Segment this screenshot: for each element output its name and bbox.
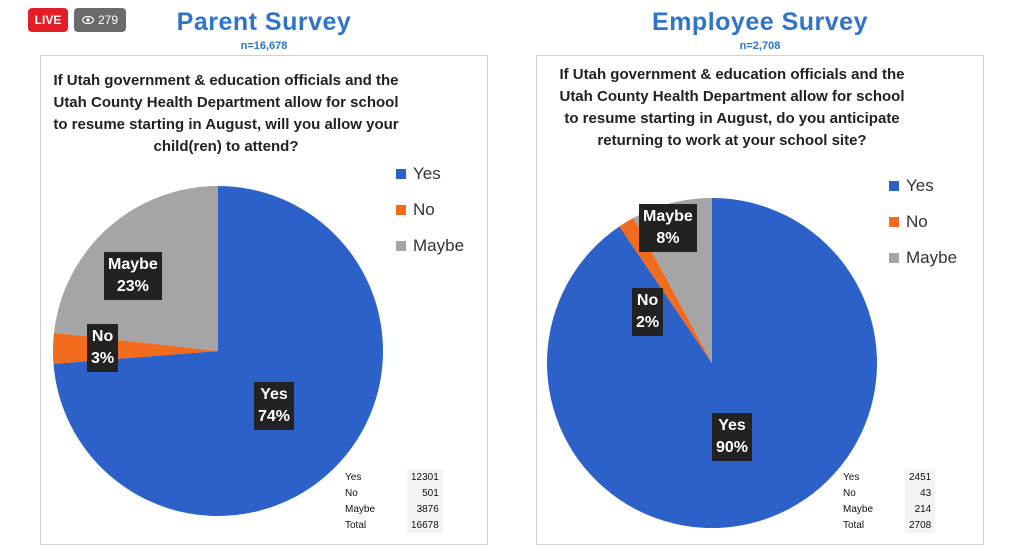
table-cell: Maybe — [345, 503, 376, 515]
slice-name: Yes — [260, 386, 288, 403]
employee-survey-n: n=2,708 — [739, 40, 781, 52]
slice-name: Maybe — [643, 208, 693, 225]
legend-label-maybe: Maybe — [413, 236, 465, 255]
pie-label-no: No 3% — [87, 324, 119, 372]
table-cell: Maybe — [843, 503, 874, 515]
pie-label-yes: Yes 90% — [712, 413, 753, 461]
table-row: Yes 2451 — [839, 469, 936, 485]
slice-percent: 23% — [116, 278, 149, 295]
employee-data-table: Yes 2451 No 43 Maybe 214 Total 2708 — [839, 469, 936, 533]
table-cell: Total — [843, 519, 865, 531]
table-cell: Total — [345, 519, 367, 531]
table-row: Maybe 214 — [839, 501, 936, 517]
table-cell: Yes — [843, 471, 860, 483]
legend-swatch-maybe — [396, 241, 406, 251]
employee-question: If Utah government & education officials… — [559, 66, 905, 149]
pie-label-yes: Yes 74% — [254, 382, 295, 430]
pie-label-maybe: Maybe 8% — [639, 204, 697, 252]
table-row: Maybe 3876 — [341, 501, 443, 517]
table-row: No 43 — [839, 485, 936, 501]
parent-question: If Utah government & education officials… — [53, 72, 399, 155]
table-cell: 43 — [905, 485, 936, 501]
legend-label-maybe: Maybe — [906, 248, 958, 267]
table-cell: 501 — [407, 485, 443, 501]
slice-percent: 90% — [716, 439, 749, 456]
slice-name: No — [91, 328, 114, 345]
viewer-count-badge: 279 — [74, 8, 126, 32]
legend-swatch-yes — [889, 181, 899, 191]
table-cell: 214 — [905, 501, 936, 517]
employee-legend: Yes No Maybe — [889, 168, 957, 276]
table-row: No 501 — [341, 485, 443, 501]
table-cell: Yes — [345, 471, 362, 483]
slice-percent: 2% — [636, 314, 660, 331]
slice-percent: 3% — [91, 350, 115, 367]
slice-percent: 8% — [656, 230, 680, 247]
parent-survey-title: Parent Survey — [176, 8, 352, 36]
pie-label-no: No 2% — [632, 288, 664, 336]
legend-swatch-maybe — [889, 253, 899, 263]
table-cell: 16678 — [407, 517, 443, 533]
parent-data-table: Yes 12301 No 501 Maybe 3876 Total 16678 — [341, 469, 443, 533]
viewer-count: 279 — [97, 13, 119, 27]
pie-slice-yes — [53, 186, 383, 516]
table-row: Total 16678 — [341, 517, 443, 533]
table-cell: 3876 — [407, 501, 443, 517]
legend-item-maybe: Maybe — [889, 240, 957, 276]
slice-name: Maybe — [108, 256, 158, 273]
legend-item-no: No — [889, 204, 957, 240]
table-row: Yes 12301 — [341, 469, 443, 485]
parent-survey-panel: If Utah government & education officials… — [40, 55, 488, 545]
slice-name: No — [636, 292, 659, 309]
table-cell: No — [345, 487, 358, 499]
table-cell: 2451 — [905, 469, 936, 485]
eye-icon — [81, 16, 94, 24]
pie-label-maybe: Maybe 23% — [104, 252, 162, 300]
table-cell: 12301 — [407, 469, 443, 485]
live-badge: LIVE — [28, 8, 68, 32]
legend-label-no: No — [906, 212, 928, 231]
legend-item-maybe: Maybe — [396, 228, 464, 264]
legend-label-yes: Yes — [413, 164, 441, 183]
legend-swatch-no — [889, 217, 899, 227]
legend-swatch-no — [396, 205, 406, 215]
legend-swatch-yes — [396, 169, 406, 179]
employee-survey-title: Employee Survey — [652, 8, 868, 36]
parent-legend: Yes No Maybe — [396, 156, 464, 264]
pie-slice-no — [619, 217, 712, 363]
legend-item-yes: Yes — [889, 168, 957, 204]
table-row: Total 2708 — [839, 517, 936, 533]
legend-label-yes: Yes — [906, 176, 934, 195]
employee-survey-panel: If Utah government & education officials… — [536, 55, 984, 545]
parent-survey-n: n=16,678 — [240, 40, 288, 52]
table-cell: No — [843, 487, 856, 499]
legend-item-yes: Yes — [396, 156, 464, 192]
legend-label-no: No — [413, 200, 435, 219]
pie-slice-yes — [547, 198, 877, 528]
slice-percent: 74% — [258, 408, 291, 425]
legend-item-no: No — [396, 192, 464, 228]
table-cell: 2708 — [905, 517, 936, 533]
slice-name: Yes — [718, 417, 746, 434]
